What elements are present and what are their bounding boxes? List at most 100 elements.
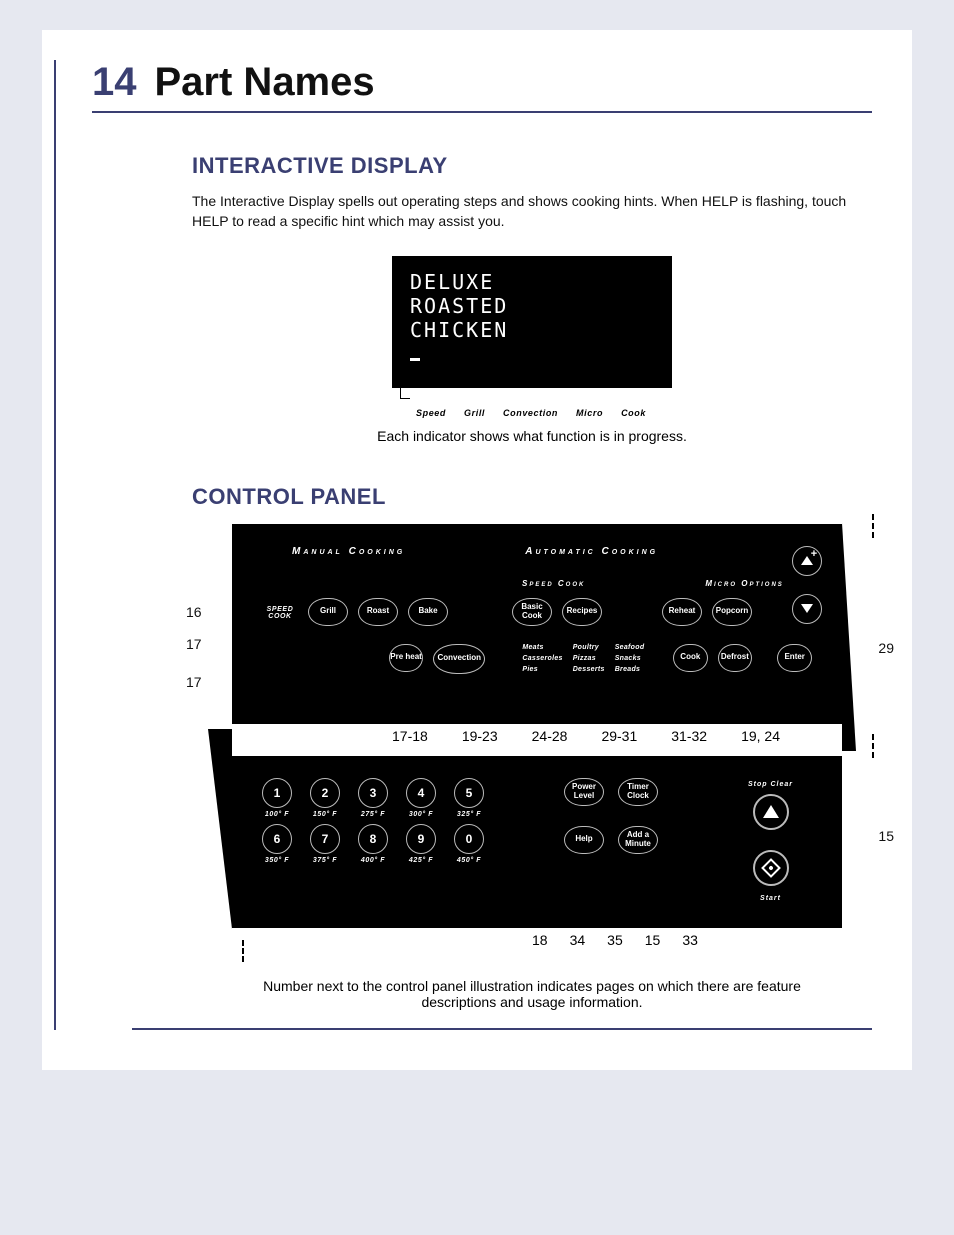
top-panel-wrap: 16 17 17 29 Manual Cooking Automatic Coo… — [192, 524, 872, 744]
top-panel-pagerefs: 17-18 19-23 24-28 29-31 31-32 19, 24 — [392, 728, 872, 744]
bottom-panel-pagerefs: 18 34 35 15 33 — [532, 932, 872, 948]
keypad-9[interactable]: 9 — [406, 824, 436, 854]
lcd-figure: DELUXE ROASTED CHICKEN Speed Grill Conve… — [392, 256, 672, 418]
help-button[interactable]: Help — [564, 826, 604, 854]
dash-bot-left — [242, 940, 244, 962]
enter-button[interactable]: Enter — [777, 644, 812, 672]
indicator-caption: Each indicator shows what function is in… — [192, 428, 872, 444]
keypad-4[interactable]: 4 — [406, 778, 436, 808]
bottom-rule — [132, 1028, 872, 1030]
cat-seafood: Seafood — [615, 644, 645, 651]
down-button[interactable] — [792, 594, 822, 624]
pageref-right-15: 15 — [878, 828, 894, 844]
recipes-button[interactable]: Recipes — [562, 598, 602, 626]
temp-9: 425° F — [406, 857, 436, 864]
label-start: Start — [760, 895, 781, 902]
pageref-35: 35 — [607, 932, 623, 948]
temp-7: 375° F — [310, 857, 340, 864]
start-icon — [761, 858, 781, 878]
label-manual-cooking: Manual Cooking — [292, 546, 405, 557]
temp-8: 400° F — [358, 857, 388, 864]
cat-pizzas: Pizzas — [573, 655, 605, 662]
lcd-line-2: ROASTED — [410, 294, 654, 318]
keypad-6[interactable]: 6 — [262, 824, 292, 854]
top-panel: Manual Cooking Automatic Cooking Speed C… — [232, 524, 842, 724]
preheat-button[interactable]: Pre heat — [389, 644, 424, 672]
indicator-leader — [392, 388, 672, 402]
pageref-19-24: 19, 24 — [741, 728, 780, 744]
pageref-19-23: 19-23 — [462, 728, 498, 744]
pageref-right-29: 29 — [878, 640, 894, 656]
pageref-18: 18 — [532, 932, 548, 948]
cook-button[interactable]: Cook — [673, 644, 708, 672]
keypad-1[interactable]: 1 — [262, 778, 292, 808]
label-speed-cook-small: SPEED COOK — [262, 606, 298, 620]
panel-skew-right — [842, 523, 856, 751]
cat-pies: Pies — [522, 666, 562, 673]
up-button[interactable]: + — [792, 546, 822, 576]
pageref-29-31: 29-31 — [601, 728, 637, 744]
section-interactive-display: INTERACTIVE DISPLAY The Interactive Disp… — [192, 153, 872, 444]
stop-icon — [763, 805, 779, 818]
dash-bot-right — [872, 734, 874, 758]
keypad-0[interactable]: 0 — [454, 824, 484, 854]
keypad-7[interactable]: 7 — [310, 824, 340, 854]
pageref-15: 15 — [645, 932, 661, 948]
roast-button[interactable]: Roast — [358, 598, 398, 626]
pageref-17-18: 17-18 — [392, 728, 428, 744]
lcd-line-1: DELUXE — [410, 270, 654, 294]
label-stop-clear: Stop Clear — [748, 781, 793, 788]
cat-poultry: Poultry — [573, 644, 605, 651]
content: 14 Part Names INTERACTIVE DISPLAY The In… — [92, 60, 872, 1030]
bake-button[interactable]: Bake — [408, 598, 448, 626]
basic-cook-button[interactable]: Basic Cook — [512, 598, 552, 626]
keypad-5[interactable]: 5 — [454, 778, 484, 808]
pageref-left-16: 16 — [186, 604, 202, 620]
reheat-button[interactable]: Reheat — [662, 598, 702, 626]
chevron-down-icon — [801, 604, 813, 613]
keypad-3[interactable]: 3 — [358, 778, 388, 808]
pageref-34: 34 — [570, 932, 586, 948]
indicator-convection: Convection — [503, 408, 558, 418]
start-button[interactable] — [753, 850, 789, 886]
cat-casseroles: Casseroles — [522, 655, 562, 662]
page-title: Part Names — [155, 60, 375, 105]
indicator-cook: Cook — [621, 408, 646, 418]
popcorn-button[interactable]: Popcorn — [712, 598, 752, 626]
indicator-row: Speed Grill Convection Micro Cook — [392, 408, 672, 418]
timer-clock-button[interactable]: Timer Clock — [618, 778, 658, 806]
lcd-screen: DELUXE ROASTED CHICKEN — [392, 256, 672, 388]
heading-control-panel: CONTROL PANEL — [192, 484, 872, 510]
convection-button[interactable]: Convection — [433, 644, 485, 674]
keypad-8[interactable]: 8 — [358, 824, 388, 854]
temp-2: 150° F — [310, 811, 340, 818]
cat-meats: Meats — [522, 644, 562, 651]
dash-top-right — [872, 514, 874, 538]
indicator-speed: Speed — [416, 408, 446, 418]
cat-desserts: Desserts — [573, 666, 605, 673]
add-minute-button[interactable]: Add a Minute — [618, 826, 658, 854]
cat-breads: Breads — [615, 666, 645, 673]
label-speed-cook: Speed Cook — [522, 579, 585, 588]
power-level-button[interactable]: Power Level — [564, 778, 604, 806]
label-micro-options: Micro Options — [705, 579, 783, 588]
keypad-2[interactable]: 2 — [310, 778, 340, 808]
title-row: 14 Part Names — [92, 60, 872, 113]
stop-clear-button[interactable] — [753, 794, 789, 830]
temp-6: 350° F — [262, 857, 292, 864]
defrost-button[interactable]: Defrost — [718, 644, 753, 672]
temp-0: 450° F — [454, 857, 484, 864]
lcd-cursor — [410, 358, 420, 361]
section-control-panel: CONTROL PANEL 16 17 17 29 Manual Cooking… — [192, 484, 872, 1010]
indicator-grill: Grill — [464, 408, 485, 418]
temp-3: 275° F — [358, 811, 388, 818]
pageref-left-17b: 17 — [186, 674, 202, 690]
temp-4: 300° F — [406, 811, 436, 818]
page-number: 14 — [92, 60, 137, 105]
temp-1: 100° F — [262, 811, 292, 818]
interactive-display-body: The Interactive Display spells out opera… — [192, 191, 872, 232]
lcd-line-3: CHICKEN — [410, 318, 654, 342]
grill-button[interactable]: Grill — [308, 598, 348, 626]
label-automatic-cooking: Automatic Cooking — [525, 546, 658, 557]
cat-snacks: Snacks — [615, 655, 645, 662]
